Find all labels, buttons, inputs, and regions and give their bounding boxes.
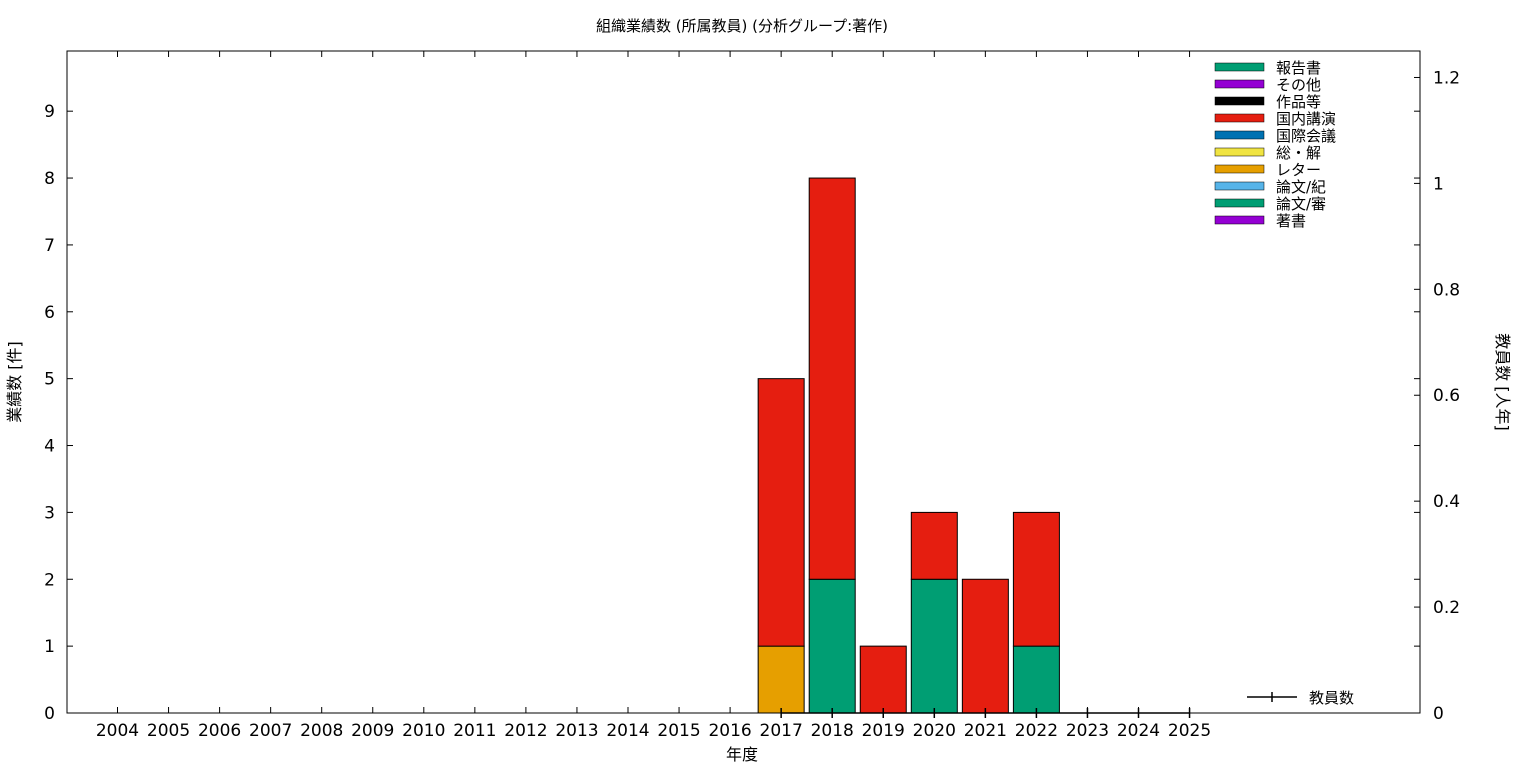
- y-axis-label: 業績数 [件]: [5, 341, 24, 423]
- y2-tick-label: 0: [1433, 704, 1444, 724]
- bar-segment: [757, 645, 805, 714]
- bar-segment: [859, 645, 907, 714]
- bar-segment: [1012, 645, 1060, 714]
- legend-swatch: [1214, 198, 1265, 208]
- legend-label: 国内講演: [1276, 110, 1336, 128]
- x-tick-label: 2017: [760, 721, 803, 741]
- legend-label: 総・解: [1276, 144, 1321, 162]
- y2-tick-label: 0.4: [1433, 492, 1460, 512]
- x-tick-label: 2008: [300, 721, 343, 741]
- y2-tick-label: 1.2: [1433, 68, 1460, 88]
- legend-label-line: 教員数: [1309, 689, 1354, 707]
- y2-tick-label: 1: [1433, 174, 1444, 194]
- axis-ticks: [67, 51, 1420, 714]
- y-tick-label: 0: [44, 704, 55, 724]
- legend-label: 報告書: [1276, 59, 1321, 77]
- legend-swatch: [1214, 215, 1265, 225]
- legend-label: 国際会議: [1276, 127, 1336, 145]
- y2-tick-label: 0.6: [1433, 386, 1460, 406]
- x-tick-label: 2013: [555, 721, 598, 741]
- bar-segment: [961, 578, 1009, 714]
- y2-tick-label: 0.2: [1433, 598, 1460, 618]
- x-tick-label: 2011: [453, 721, 496, 741]
- y2-axis-label: 教員数 [人年]: [1493, 333, 1512, 431]
- plot-area-frame: [66, 50, 1421, 714]
- legend-swatch: [1214, 147, 1265, 157]
- legend-swatch: [1214, 181, 1265, 191]
- y2-axis-tick-labels: 0 0.2 0.4 0.6 0.8 1 1.2: [1433, 68, 1460, 724]
- x-tick-label: 2006: [198, 721, 241, 741]
- x-axis-tick-labels: 2004 2005 2006 2007 2008 2009 2010 2011 2012 2013…: [96, 721, 1211, 741]
- bar-segment: [1012, 511, 1060, 647]
- y2-tick-label: 0.8: [1433, 280, 1460, 300]
- x-tick-label: 2018: [811, 721, 854, 741]
- chart-title: 組織業績数 (所属教員) (分析グループ:著作): [596, 17, 888, 35]
- legend-label: 作品等: [1276, 93, 1321, 111]
- y-tick-label: 8: [44, 169, 55, 189]
- bar-segment: [757, 378, 805, 647]
- legend-label: その他: [1276, 76, 1321, 94]
- bars: [757, 177, 1060, 714]
- x-tick-label: 2020: [913, 721, 956, 741]
- legend-swatch: [1214, 62, 1265, 72]
- y-axis-tick-labels: 0 1 2 3 4 5 6 7 8 9: [44, 102, 55, 724]
- x-tick-label: 2022: [1015, 721, 1058, 741]
- x-tick-label: 2015: [657, 721, 700, 741]
- x-tick-label: 2023: [1066, 721, 1109, 741]
- x-tick-label: 2012: [504, 721, 547, 741]
- bar-segment: [910, 578, 958, 714]
- y-tick-label: 4: [44, 437, 55, 457]
- legend-swatch: [1214, 96, 1265, 106]
- y-tick-label: 6: [44, 303, 55, 323]
- x-tick-label: 2016: [708, 721, 751, 741]
- x-tick-label: 2014: [606, 721, 649, 741]
- legend-swatch: [1214, 130, 1265, 140]
- bar-segment: [808, 177, 856, 580]
- y-tick-label: 9: [44, 102, 55, 122]
- y-tick-label: 2: [44, 570, 55, 590]
- y-tick-label: 7: [44, 236, 55, 256]
- y-tick-label: 1: [44, 637, 55, 657]
- legend-swatch: [1214, 79, 1265, 89]
- y-tick-label: 3: [44, 503, 55, 523]
- legend-label: レター: [1276, 161, 1321, 179]
- y-tick-label: 5: [44, 370, 55, 390]
- x-tick-label: 2024: [1117, 721, 1160, 741]
- x-tick-label: 2004: [96, 721, 139, 741]
- legend-label: 論文/紀: [1276, 178, 1326, 196]
- legend-swatch: [1214, 164, 1265, 174]
- x-tick-label: 2010: [402, 721, 445, 741]
- x-tick-label: 2019: [862, 721, 905, 741]
- line-series: [780, 708, 1191, 718]
- x-tick-label: 2005: [147, 721, 190, 741]
- x-tick-label: 2009: [351, 721, 394, 741]
- bar-segment: [910, 511, 958, 580]
- legend-label: 論文/審: [1276, 195, 1326, 213]
- x-tick-label: 2025: [1168, 721, 1211, 741]
- bar-segment: [808, 578, 856, 714]
- legend-swatch: [1214, 113, 1265, 123]
- x-tick-label: 2021: [964, 721, 1007, 741]
- x-axis-label: 年度: [726, 745, 758, 764]
- legend-label: 著書: [1276, 212, 1306, 230]
- x-tick-label: 2007: [249, 721, 292, 741]
